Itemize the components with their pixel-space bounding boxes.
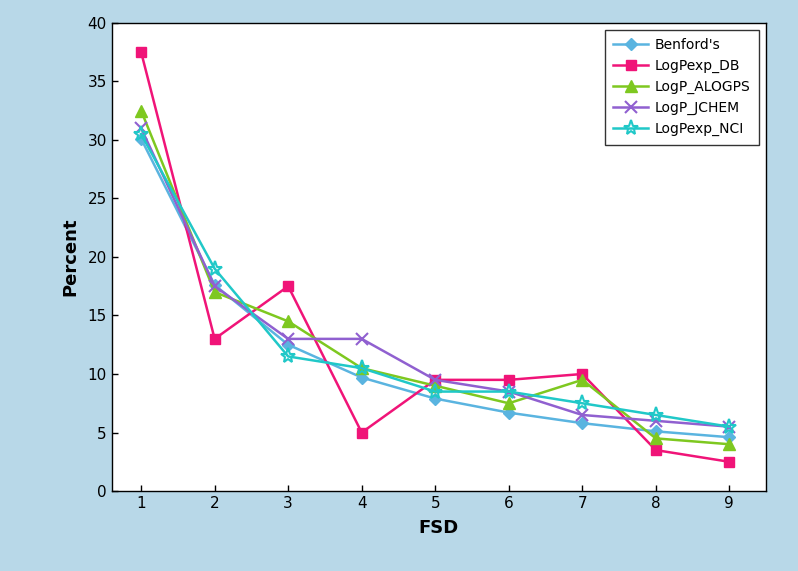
LogPexp_DB xyxy=(651,447,661,453)
LogP_JCHEM xyxy=(210,283,219,289)
LogP_JCHEM xyxy=(578,412,587,419)
Benford's xyxy=(725,434,734,441)
LogP_JCHEM xyxy=(357,335,366,342)
LogP_ALOGPS xyxy=(430,383,440,389)
Line: LogPexp_DB: LogPexp_DB xyxy=(136,47,734,467)
LogPexp_DB xyxy=(210,335,219,342)
Line: LogP_JCHEM: LogP_JCHEM xyxy=(135,122,736,433)
LogP_ALOGPS xyxy=(357,365,366,372)
LogP_JCHEM xyxy=(504,388,514,395)
Line: Benford's: Benford's xyxy=(137,135,733,441)
LogP_ALOGPS xyxy=(283,318,293,325)
LogPexp_DB xyxy=(136,49,146,55)
LogPexp_DB xyxy=(725,459,734,465)
LogP_ALOGPS xyxy=(725,441,734,448)
Benford's xyxy=(136,135,146,142)
Benford's xyxy=(651,428,661,435)
LogPexp_NCI xyxy=(357,365,366,372)
LogPexp_DB xyxy=(430,376,440,383)
Benford's xyxy=(210,282,219,288)
LogP_ALOGPS xyxy=(651,435,661,442)
LogPexp_DB xyxy=(504,376,514,383)
LogP_JCHEM xyxy=(283,335,293,342)
Benford's xyxy=(283,341,293,348)
LogPexp_NCI xyxy=(651,412,661,419)
LogPexp_NCI xyxy=(430,388,440,395)
LogP_ALOGPS xyxy=(578,376,587,383)
Benford's xyxy=(357,374,366,381)
LogP_JCHEM xyxy=(725,423,734,430)
LogPexp_NCI xyxy=(578,400,587,407)
Y-axis label: Percent: Percent xyxy=(61,218,79,296)
Line: LogPexp_NCI: LogPexp_NCI xyxy=(133,126,737,435)
LogPexp_DB xyxy=(357,429,366,436)
LogPexp_NCI xyxy=(283,353,293,360)
LogPexp_NCI xyxy=(136,131,146,138)
Benford's xyxy=(430,395,440,402)
LogPexp_DB xyxy=(578,371,587,377)
LogPexp_NCI xyxy=(210,265,219,272)
Benford's xyxy=(504,409,514,416)
LogP_JCHEM xyxy=(136,125,146,132)
LogP_JCHEM xyxy=(430,376,440,383)
Line: LogP_ALOGPS: LogP_ALOGPS xyxy=(136,105,735,450)
Benford's xyxy=(578,420,587,427)
Legend: Benford's, LogPexp_DB, LogP_ALOGPS, LogP_JCHEM, LogPexp_NCI: Benford's, LogPexp_DB, LogP_ALOGPS, LogP… xyxy=(605,30,759,145)
LogP_JCHEM xyxy=(651,417,661,424)
LogP_ALOGPS xyxy=(210,288,219,296)
LogPexp_DB xyxy=(283,283,293,289)
LogP_ALOGPS xyxy=(504,400,514,407)
LogPexp_NCI xyxy=(725,423,734,430)
LogP_ALOGPS xyxy=(136,107,146,114)
X-axis label: FSD: FSD xyxy=(419,519,459,537)
LogPexp_NCI xyxy=(504,388,514,395)
